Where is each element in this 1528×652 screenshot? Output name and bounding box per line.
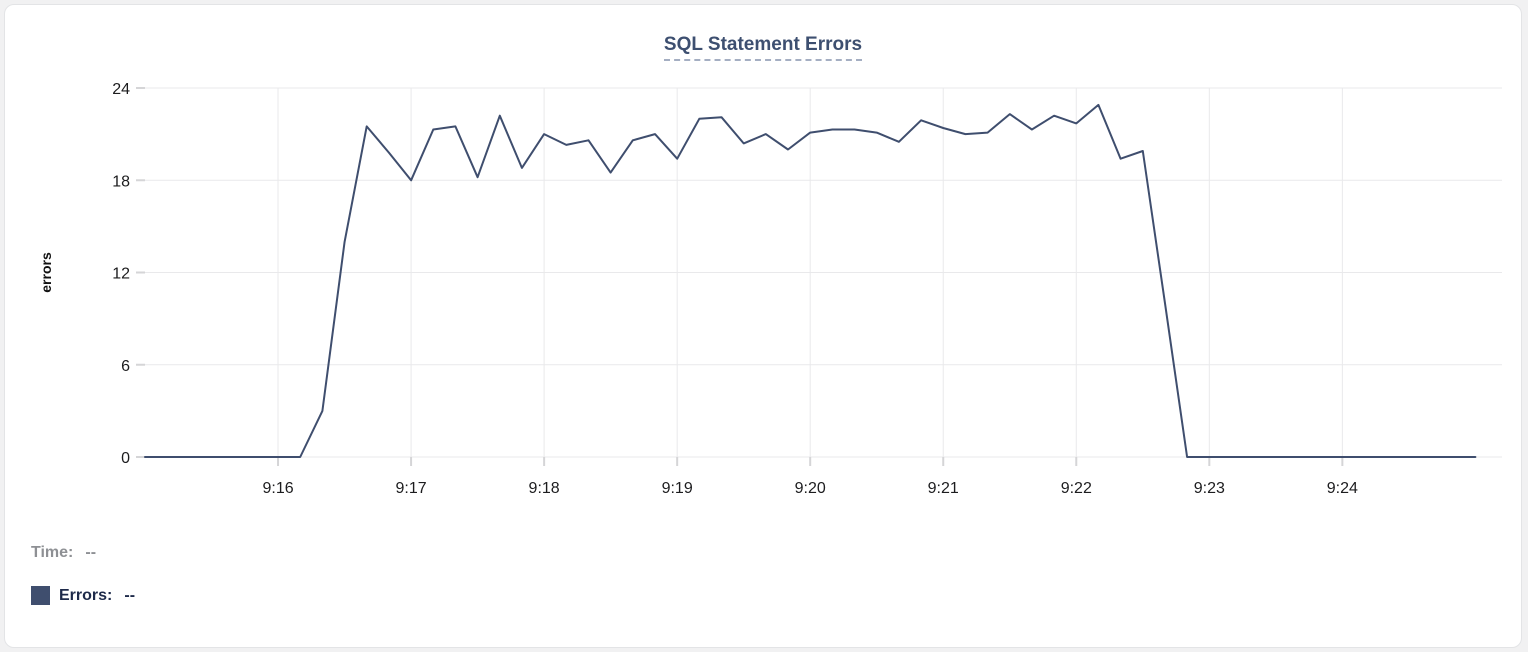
x-tick-label: 9:20 [795, 480, 826, 497]
x-tick-label: 9:24 [1327, 480, 1358, 497]
x-tick-label: 9:22 [1061, 480, 1092, 497]
errors-series-swatch [31, 586, 50, 605]
legend-row-time: Time: -- [31, 544, 96, 562]
series-line-errors[interactable] [144, 103, 1477, 458]
y-tick-label: 12 [112, 266, 130, 283]
x-tick-label: 9:21 [928, 480, 959, 497]
x-tick-label: 9:16 [262, 480, 293, 497]
legend-time-value: -- [85, 544, 97, 561]
chart-card: SQL Statement Errors 0 6 12 18 24 9:16 9:17 9:1… [4, 4, 1522, 648]
y-tick-label: 18 [112, 173, 130, 190]
x-tick-label: 9:18 [529, 480, 560, 497]
y-tick-label: 24 [112, 81, 130, 98]
errors-chart[interactable]: 0 6 12 18 24 9:16 9:17 9:18 9:19 9:20 9:21 9:22 9:23… [5, 61, 1523, 517]
legend-time-label: Time: [31, 544, 74, 561]
x-tick-label: 9:19 [662, 480, 693, 497]
chart-header: SQL Statement Errors [5, 34, 1521, 61]
chart-title[interactable]: SQL Statement Errors [663, 34, 863, 61]
x-tick-label: 9:23 [1194, 480, 1225, 497]
legend-row-errors: Errors: -- [31, 586, 135, 605]
legend-errors-label: Errors: [59, 586, 113, 604]
y-axis-label: errors [38, 252, 54, 293]
legend-errors-value: -- [124, 586, 136, 604]
y-tick-label: 0 [121, 450, 130, 467]
y-tick-label: 6 [121, 358, 130, 375]
x-tick-label: 9:17 [396, 480, 427, 497]
